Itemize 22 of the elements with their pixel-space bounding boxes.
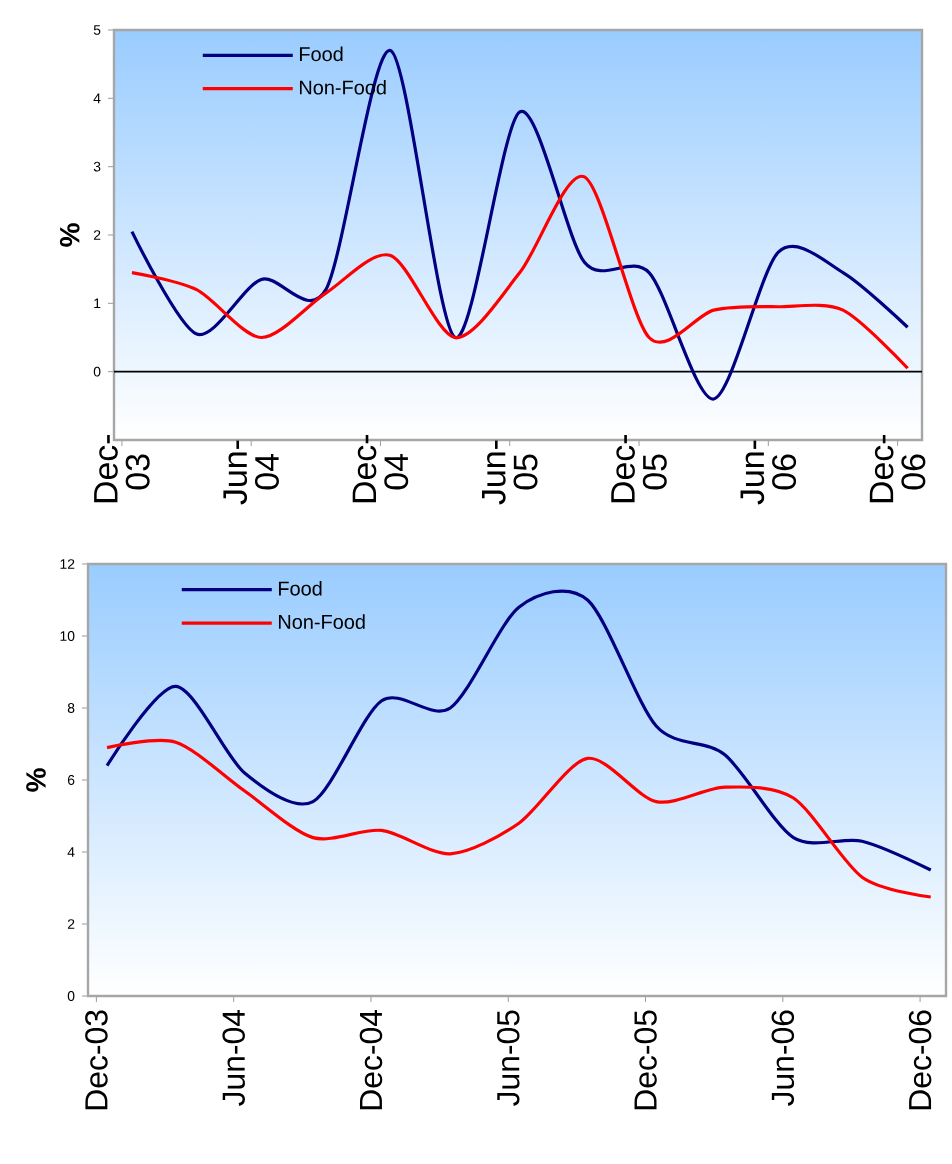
x-tick-label: Dec-05 bbox=[611, 435, 667, 503]
x-tick-label: Dec-04 bbox=[359, 1009, 383, 1110]
legend-label: Food bbox=[299, 46, 343, 62]
x-tick-label: Dec-06 bbox=[908, 1010, 932, 1110]
x-tick-label: Jun-06 bbox=[771, 1010, 795, 1106]
line-series bbox=[105, 738, 933, 899]
line-series bbox=[130, 48, 910, 401]
x-tick-label: Dec-03 bbox=[94, 435, 150, 503]
x-tick-label: Dec-04 bbox=[352, 435, 409, 503]
x-tick-label: Jun-04 bbox=[222, 1009, 245, 1106]
x-tick-label: Jun-05 bbox=[481, 440, 538, 505]
x-tick-label: Jun-04 bbox=[223, 440, 279, 505]
x-tick-label: Jun-06 bbox=[740, 440, 797, 505]
legend-label: Non-Food bbox=[278, 614, 365, 629]
x-tick-label: Jun-05 bbox=[496, 1010, 520, 1106]
y-axis-title: % bbox=[59, 223, 80, 247]
x-tick-label: Dec-06 bbox=[869, 435, 926, 503]
x-tick-label: Dec-05 bbox=[634, 1010, 657, 1110]
x-tick-label: Dec-03 bbox=[85, 1010, 108, 1110]
line-series bbox=[130, 174, 910, 370]
legend-label: Food bbox=[278, 581, 322, 596]
y-axis-title: % bbox=[26, 768, 46, 792]
